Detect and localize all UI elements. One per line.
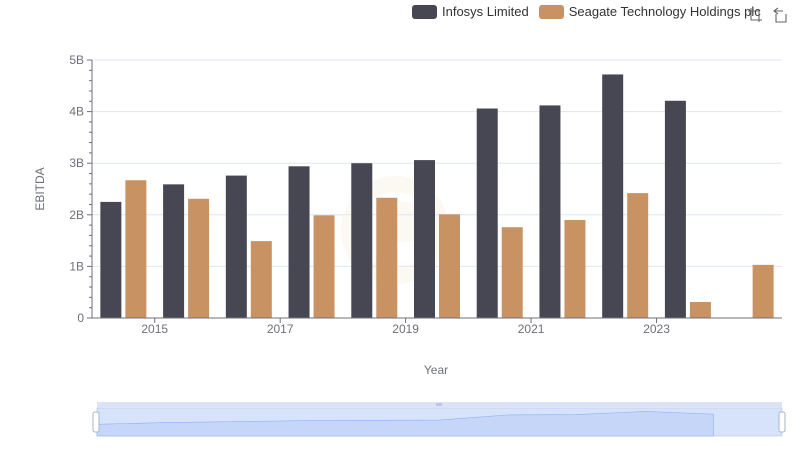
data-zoom-right-handle[interactable] [778,411,786,433]
y-tick-label: 3B [69,156,84,170]
y-tick-label: 2B [69,208,84,222]
bar-infosys-2023[interactable] [664,100,686,318]
legend-swatch-seagate [538,4,564,19]
legend-item-seagate[interactable]: Seagate Technology Holdings plc [538,4,761,19]
legend-label-infosys: Infosys Limited [442,4,529,19]
bar-infosys-2019[interactable] [414,160,435,318]
bar-infosys-2017[interactable] [288,166,310,318]
bar-infosys-2014[interactable] [100,201,122,318]
bar-infosys-2020[interactable] [476,108,498,318]
bar-seagate-2015[interactable] [188,198,210,318]
y-tick-label: 4B [69,105,84,119]
bar-seagate-2014[interactable] [125,180,147,318]
bar-infosys-2016[interactable] [225,175,247,318]
legend-swatch-infosys [412,4,437,19]
bar-seagate-2024[interactable] [752,264,774,318]
x-tick-label: 2015 [141,322,168,336]
x-tick-label: 2021 [518,322,545,336]
bar-seagate-2016[interactable] [250,241,272,318]
bar-seagate-2020[interactable] [501,227,523,318]
bar-infosys-2022[interactable] [602,74,624,318]
bars [100,74,774,319]
x-tick-label: 2017 [267,322,294,336]
y-tick-label: 1B [69,259,84,273]
legend: Infosys Limited Seagate Technology Holdi… [412,4,771,19]
x-tick-label: 2019 [392,322,419,336]
bar-seagate-2017[interactable] [313,215,335,318]
zoom-reset-icon[interactable] [773,7,789,23]
bar-seagate-2023[interactable] [689,302,711,318]
y-axis: 0 1B 2B 3B 4B 5B [69,53,93,325]
y-tick-label: 0 [77,311,84,325]
zoom-icon[interactable] [747,7,763,23]
bar-seagate-2019[interactable] [439,214,460,318]
bar-infosys-2015[interactable] [163,184,185,318]
data-zoom-selection [97,408,782,436]
y-axis-label: EBITDA [33,167,47,210]
x-axis-label: Year [424,363,448,377]
x-axis: 2015 2017 2019 2021 2023 [92,317,782,336]
bar-seagate-2022[interactable] [627,193,649,318]
bar-seagate-2021[interactable] [564,219,586,318]
legend-item-infosys[interactable]: Infosys Limited [412,4,529,19]
bar-seagate-2018[interactable] [376,197,398,318]
data-zoom-preview [96,411,714,437]
legend-label-seagate: Seagate Technology Holdings plc [568,4,761,19]
x-tick-label: 2023 [643,322,670,336]
data-zoom-left-handle[interactable] [92,411,100,433]
bar-infosys-2021[interactable] [539,105,561,319]
data-zoom-slider[interactable] [92,402,786,437]
bar-infosys-2018[interactable] [351,163,373,318]
y-tick-label: 5B [69,53,84,67]
data-zoom-top-grip[interactable] [436,403,442,406]
toolbox [747,7,799,23]
